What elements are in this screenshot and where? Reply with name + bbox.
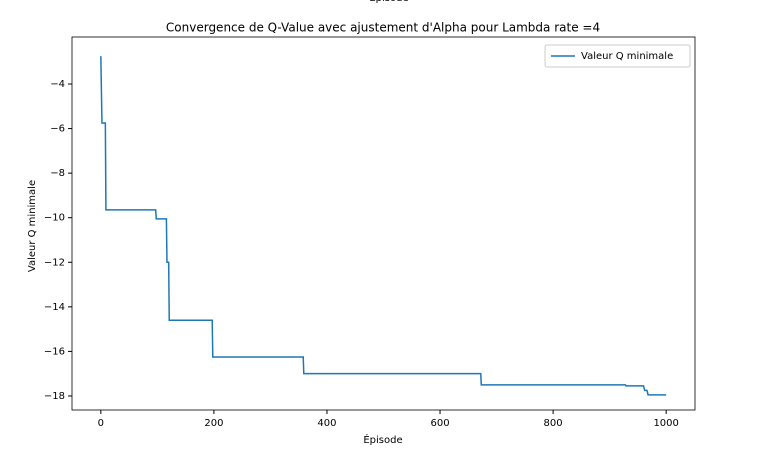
clipped-label: Épisode (369, 0, 408, 4)
x-tick-label: 200 (204, 418, 223, 429)
x-tick-label: 400 (317, 418, 336, 429)
x-tick-label: 600 (430, 418, 449, 429)
y-tick-label: −10 (44, 213, 65, 224)
plot-frame (71, 36, 696, 411)
y-axis-label: Valeur Q minimale (27, 180, 38, 272)
y-tick-label: −14 (44, 302, 65, 313)
legend-box (544, 44, 691, 68)
y-tick-label: −6 (50, 124, 65, 135)
y-tick-label: −18 (44, 391, 65, 402)
legend-label: Valeur Q minimale (581, 51, 673, 62)
x-axis-label: Épisode (363, 433, 402, 446)
x-tick-label: 800 (544, 418, 563, 429)
x-tick-label: 1000 (653, 418, 678, 429)
data-line (100, 56, 667, 396)
chart-title: Convergence de Q-Value avec ajustement d… (166, 21, 600, 35)
y-tick-label: −4 (50, 79, 65, 90)
y-tick-label: −8 (50, 168, 65, 179)
x-tick-label: 0 (98, 418, 104, 429)
y-tick-label: −16 (44, 346, 65, 357)
y-tick-label: −12 (44, 257, 65, 268)
